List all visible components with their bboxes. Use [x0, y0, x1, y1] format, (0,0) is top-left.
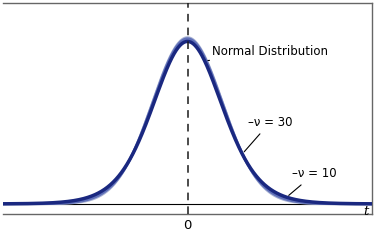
Text: –ν = 10: –ν = 10 [289, 167, 336, 195]
Text: –ν = 30: –ν = 30 [244, 116, 292, 152]
Text: Normal Distribution: Normal Distribution [207, 45, 328, 61]
Text: t: t [363, 205, 369, 218]
